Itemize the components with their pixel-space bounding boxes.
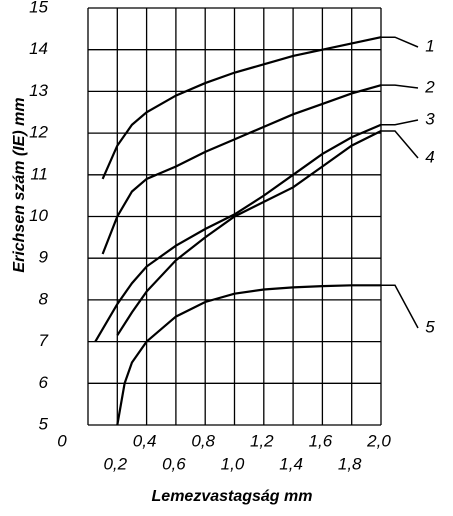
y-tick-label: 5 — [39, 414, 49, 433]
x-tick-label: 1,4 — [279, 454, 303, 473]
leader-line — [381, 84, 419, 89]
y-axis-title: Erichsen szám (IE) mm — [11, 97, 28, 272]
x-tick-label: 1,2 — [250, 431, 274, 450]
leader-line — [381, 119, 419, 126]
x-tick-label: 1,8 — [338, 454, 362, 473]
y-tick-label: 8 — [39, 289, 49, 308]
x-tick-label: 0,2 — [103, 454, 127, 473]
y-tick-label: 12 — [29, 123, 48, 142]
line — [101, 36, 382, 180]
y-tick-label: 13 — [29, 81, 48, 100]
legend-label: 4 — [425, 147, 434, 166]
y-tick-label: 9 — [39, 248, 49, 267]
line — [101, 84, 382, 255]
legend-label: 2 — [424, 77, 435, 96]
y-tick-label: 15 — [29, 0, 48, 16]
legend-label: 5 — [425, 317, 435, 336]
line — [116, 130, 382, 336]
y-tick-label: 10 — [29, 206, 48, 225]
y-tick-label: 14 — [29, 39, 48, 58]
x-tick-label: 0,6 — [162, 454, 186, 473]
legend-label: 1 — [425, 36, 434, 55]
x-axis-title: Lemezvastagság mm — [152, 488, 313, 505]
y-tick-label: 6 — [39, 373, 49, 392]
legend-label: 3 — [425, 109, 435, 128]
line — [116, 284, 381, 426]
x-tick-label: 1,0 — [221, 454, 245, 473]
leader-line — [381, 130, 419, 159]
x-tick-label: 0,4 — [133, 431, 157, 450]
leader-line — [381, 36, 419, 48]
x-tick-label: 0 — [57, 431, 67, 450]
leader-line — [381, 284, 419, 329]
x-tick-label: 2,0 — [366, 431, 391, 450]
y-tick-label: 7 — [39, 331, 49, 350]
y-tick-label: 11 — [30, 164, 48, 183]
line — [94, 123, 382, 343]
x-tick-label: 1,6 — [309, 431, 333, 450]
x-tick-label: 0,8 — [191, 431, 215, 450]
